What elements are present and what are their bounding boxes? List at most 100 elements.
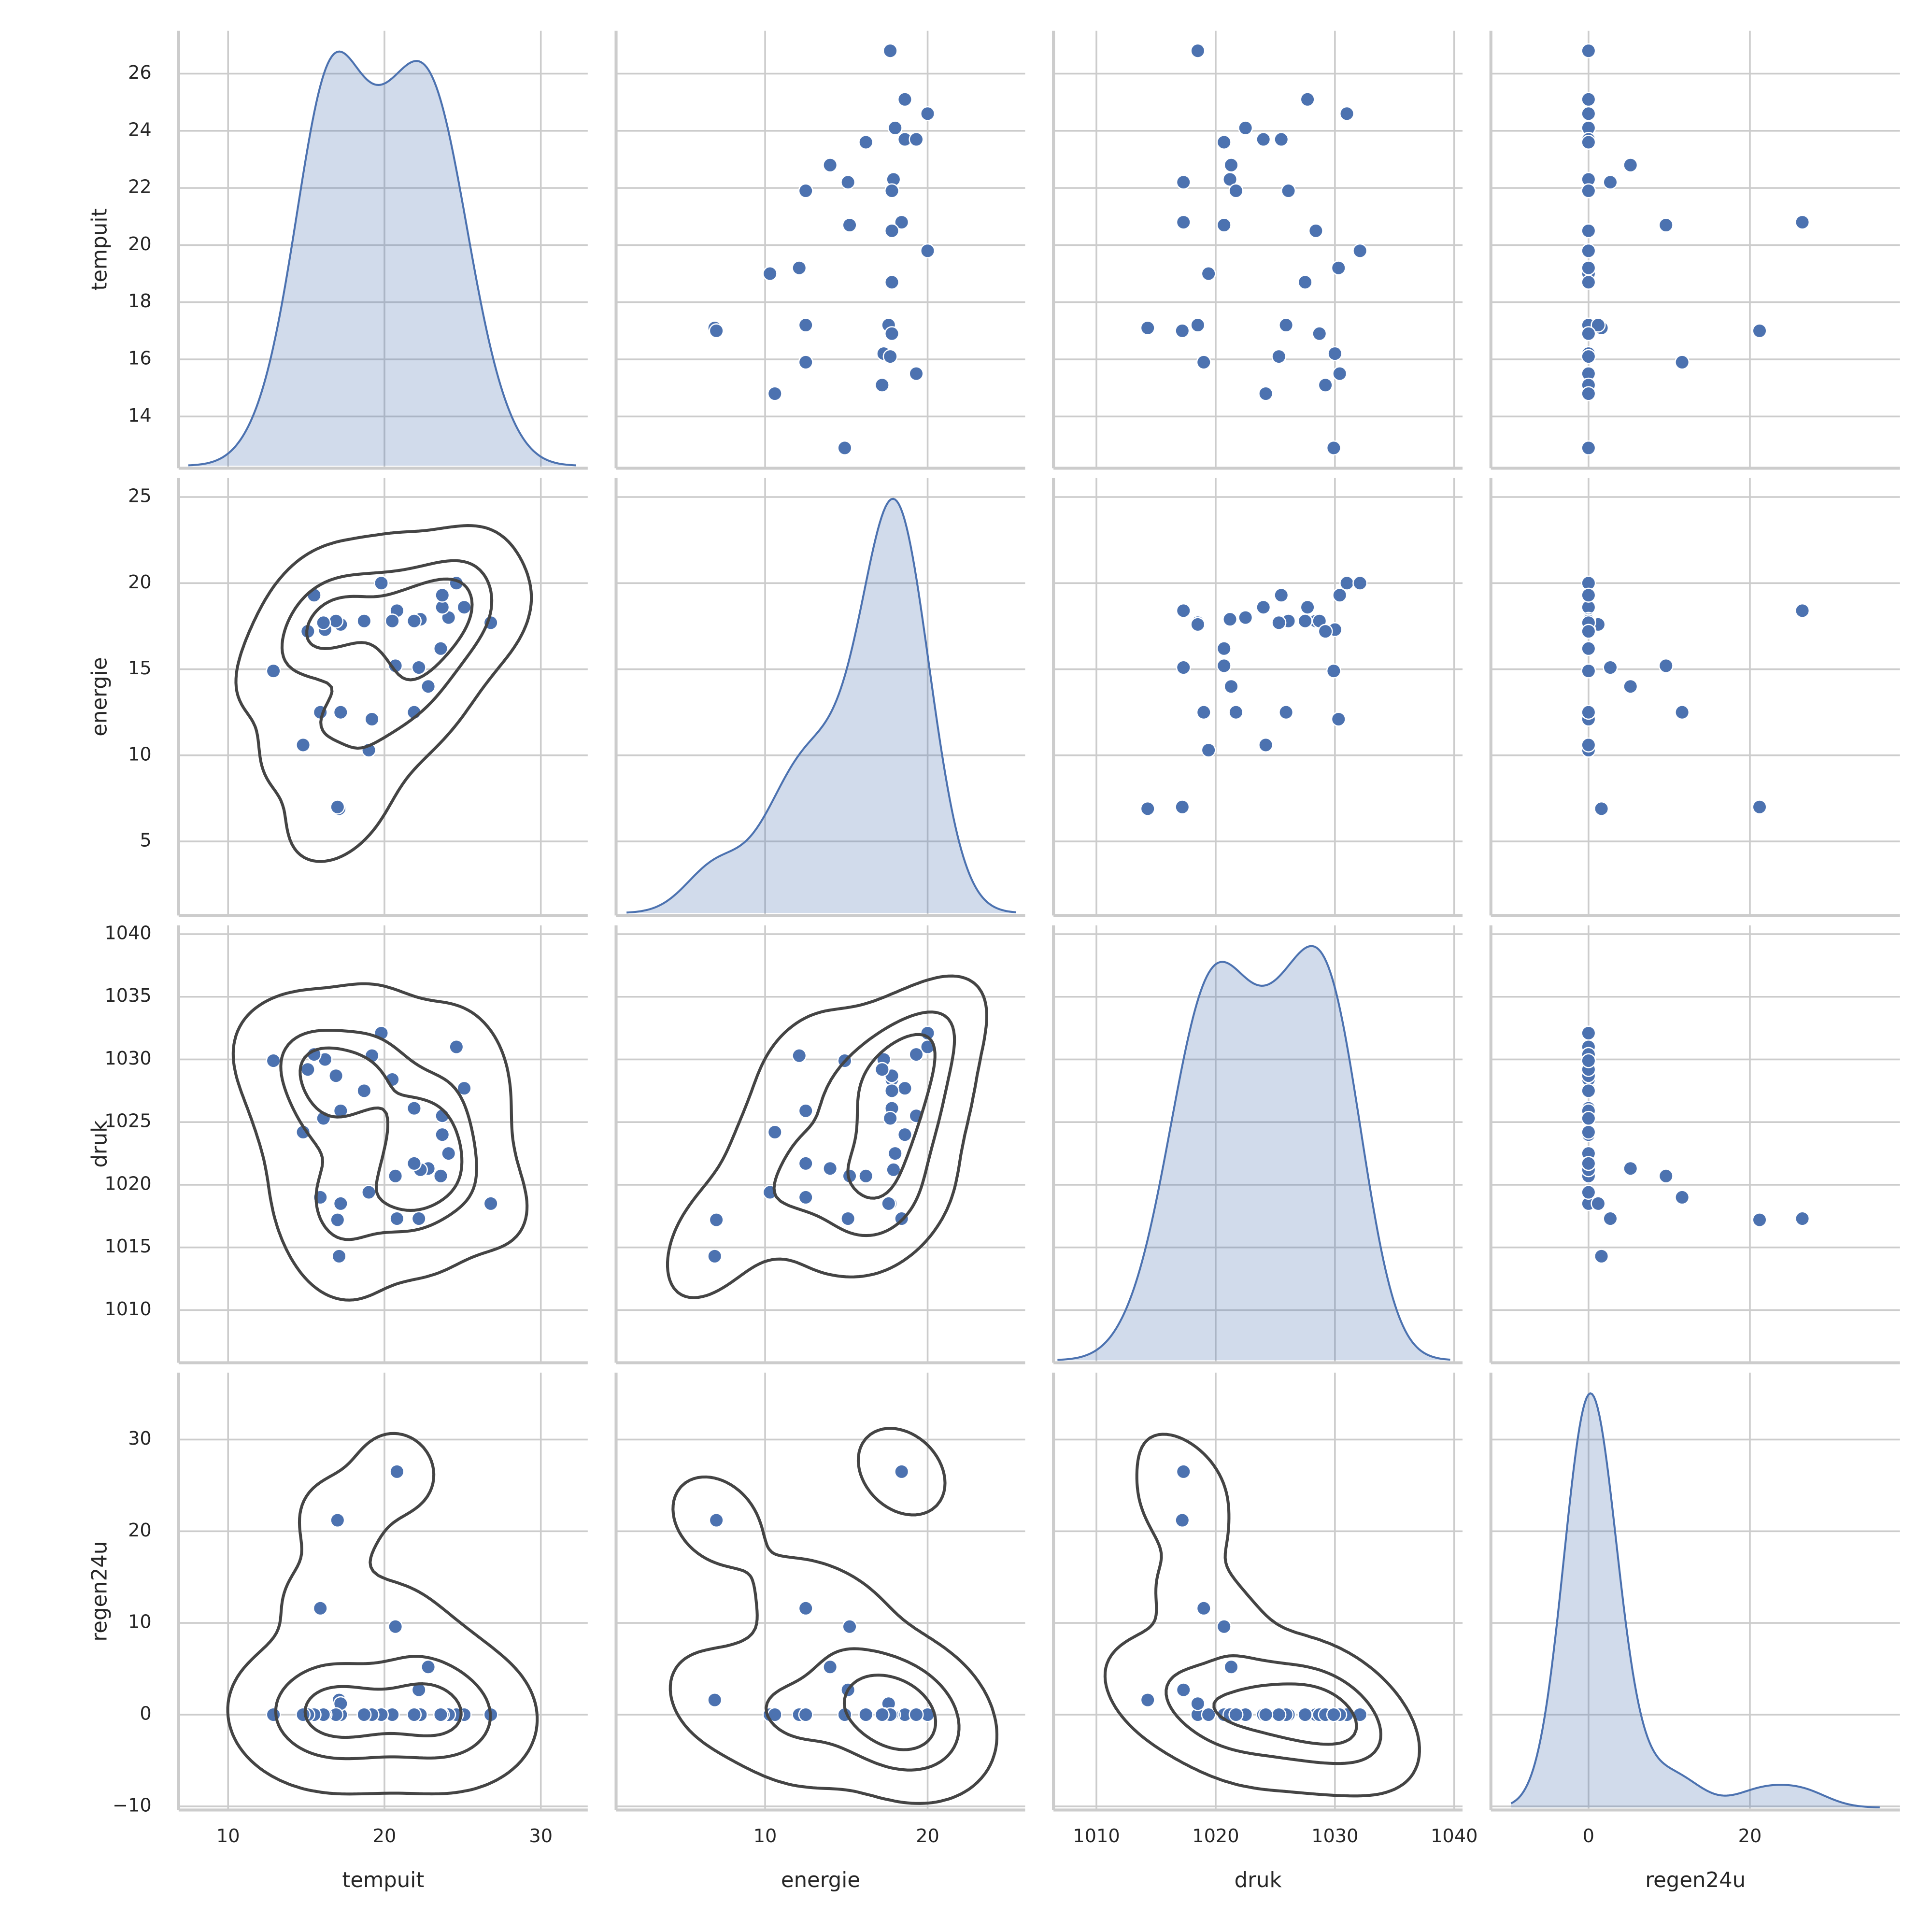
scatter-point [1581,260,1596,276]
x-tick-label: 1010 [1073,1825,1120,1847]
panel [614,30,1025,470]
scatter-point [798,1156,813,1171]
scatter-point [456,599,472,615]
scatter-point [1326,663,1341,679]
scatter-point [920,106,936,121]
scatter-point [1175,799,1190,815]
kde-contour [842,1674,938,1751]
scatter-point [874,1707,890,1722]
kde-contour [279,1028,478,1241]
scatter-point [266,1053,281,1068]
scatter-point [1216,217,1232,233]
scatter-point [1752,799,1767,815]
panel [1052,925,1463,1364]
scatter-point [1581,705,1596,720]
scatter-point [1591,1196,1606,1211]
scatter-point [842,1619,857,1634]
kde-contour [666,974,988,1299]
x-tick-label: 20 [916,1825,939,1847]
scatter-point [1176,174,1191,190]
panel [1489,1372,1900,1812]
y-tick-label: 15 [128,657,152,679]
scatter-point [1794,1211,1810,1226]
y-tick-label: 1040 [104,922,151,944]
x-tick-label: 1030 [1311,1825,1358,1847]
scatter-point [1603,1211,1618,1226]
scatter-point [1581,1124,1596,1140]
scatter-point [1176,660,1191,675]
panel [177,478,588,917]
scatter-point [1190,43,1206,58]
scatter-point [1258,737,1274,753]
y-tick-label: 25 [128,485,152,507]
scatter-point [1352,575,1368,591]
scatter-point [300,1062,315,1077]
scatter-point [1658,1168,1674,1184]
scatter-point [1581,1156,1596,1171]
scatter-point [1581,737,1596,753]
y-tick-label: 1025 [104,1110,151,1132]
scatter-point [1196,705,1211,720]
scatter-point [798,183,813,199]
scatter-point [361,1184,377,1200]
scatter-point [1675,355,1690,370]
scatter-point [823,1659,838,1675]
scatter-point [1318,624,1333,639]
scatter-point [1176,1682,1191,1698]
scatter-point [881,1196,896,1211]
scatter-point [1297,1707,1313,1722]
scatter-point [330,1212,345,1228]
scatter-point [1581,326,1596,341]
scatter-point [1603,660,1618,675]
scatter-point [1190,617,1206,632]
y-axis-label: tempuit [88,209,112,291]
scatter-point [1297,613,1313,629]
scatter-point [356,1083,372,1098]
scatter-point [1594,1249,1609,1264]
scatter-point [388,1168,403,1184]
scatter-point [1300,92,1315,107]
scatter-point [389,1211,405,1226]
y-tick-label: 20 [128,571,152,593]
scatter-point [909,1047,924,1062]
y-tick-label: 26 [128,62,152,84]
scatter-point [894,214,909,230]
scatter-point [433,1707,449,1722]
kde-contour [772,1010,956,1237]
kde-line [1057,945,1450,1361]
scatter-point [1196,1601,1211,1616]
x-axis-label: energie [781,1868,860,1892]
scatter-point [1216,658,1232,673]
scatter-point [1581,1083,1596,1098]
scatter-point [882,349,898,364]
y-tick-label: 20 [128,233,152,255]
panel [1052,1372,1463,1812]
scatter-point [433,1168,449,1184]
scatter-point [1581,1184,1596,1200]
scatter-point [762,266,778,282]
scatter-point [406,1707,422,1722]
scatter-point [1280,183,1296,199]
kde-contour [280,559,494,750]
scatter-point [798,1601,813,1616]
scatter-point [333,1196,348,1211]
scatter-point [798,1103,813,1119]
scatter-point [1794,603,1810,618]
scatter-point [858,134,874,150]
scatter-point [897,1080,913,1096]
scatter-point [1228,1707,1244,1722]
scatter-point [313,1601,328,1616]
scatter-point [1238,120,1253,136]
scatter-point [316,615,331,630]
kde-line [626,497,1016,914]
scatter-point [1331,711,1346,727]
scatter-point [483,1196,498,1211]
panel [1489,478,1900,917]
scatter-point [1581,243,1596,258]
x-tick-label: 30 [529,1825,553,1847]
scatter-point [1581,274,1596,290]
scatter-point [1581,1025,1596,1041]
scatter-point [1581,1110,1596,1126]
y-tick-label: 10 [128,1611,152,1633]
scatter-point [373,575,389,591]
